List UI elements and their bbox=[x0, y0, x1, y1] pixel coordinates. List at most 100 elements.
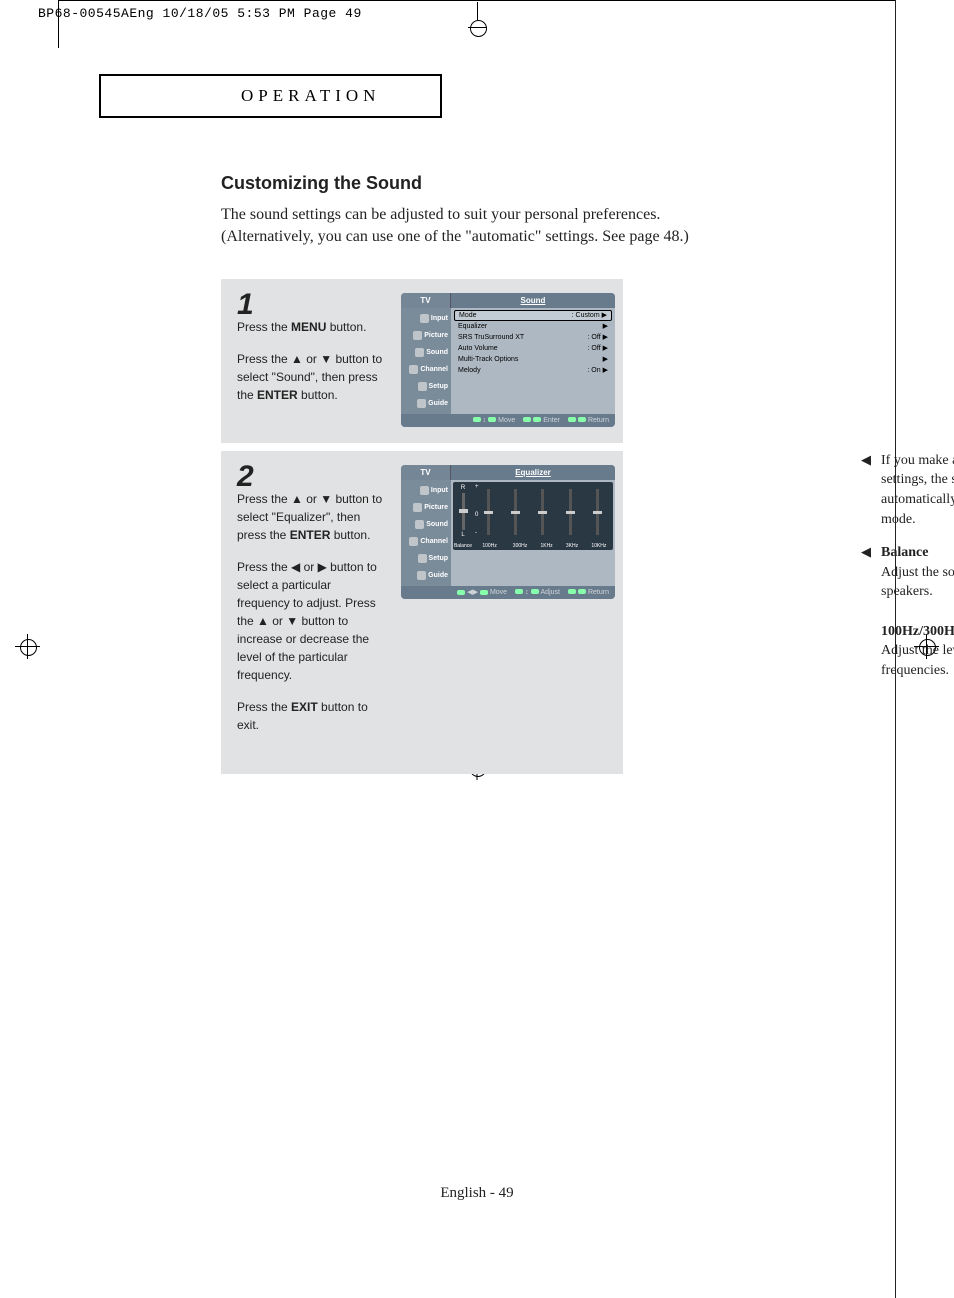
sound-icon bbox=[415, 520, 424, 529]
osd1-row-srs: SRS TruSurround XT: Off ▶ bbox=[454, 332, 612, 343]
registration-mark-top bbox=[477, 2, 478, 20]
side-notes: ◀ If you make any changes to the equaliz… bbox=[861, 451, 954, 695]
step1-p2-post: button. bbox=[298, 388, 338, 402]
intro-line-1: The sound settings can be adjusted to su… bbox=[221, 204, 889, 226]
osd1-tv: TV bbox=[401, 293, 451, 308]
osd2-eq-panel: R L + 0 - bbox=[451, 480, 615, 586]
eq-label-10khz: 10KHz bbox=[591, 543, 606, 549]
eq-balance-slider: R L bbox=[453, 482, 473, 550]
guide-icon bbox=[417, 571, 426, 580]
eq-slider-1khz bbox=[541, 489, 544, 535]
footer-move: ↕ Move bbox=[473, 417, 516, 424]
sidebar-picture: Picture bbox=[401, 499, 451, 516]
sidebar-sound: Sound bbox=[401, 344, 451, 361]
sidebar-channel: Channel bbox=[401, 533, 451, 550]
step2-p2: Press the ◀ or ▶ button to select a part… bbox=[237, 558, 387, 684]
eq-label-3khz: 3KHz bbox=[566, 543, 578, 549]
note2-body: Adjust the sound balance of the L/R spea… bbox=[881, 563, 954, 602]
eq-freq-sliders: + 0 - bbox=[473, 482, 613, 550]
osd1-row-melody: Melody: On ▶ bbox=[454, 365, 612, 376]
picture-icon bbox=[413, 331, 422, 340]
eq-slider-3khz bbox=[569, 489, 572, 535]
sidebar-input: Input bbox=[401, 310, 451, 327]
intro-line-2: (Alternatively, you can use one of the "… bbox=[221, 226, 889, 248]
note3-title: 100Hz/300Hz/1KHz/3KHz/10KHz bbox=[881, 622, 954, 642]
channel-icon bbox=[409, 365, 418, 374]
intro-text: The sound settings can be adjusted to su… bbox=[221, 204, 889, 249]
input-icon bbox=[420, 486, 429, 495]
step-2-text: Press the ▲ or ▼ button to select "Equal… bbox=[237, 490, 387, 734]
footer-adjust: ↕ Adjust bbox=[515, 589, 560, 596]
step1-p1-pre: Press the bbox=[237, 320, 291, 334]
section-tab: OPERATION bbox=[99, 74, 442, 118]
step-1-text: Press the MENU button. Press the ▲ or ▼ … bbox=[237, 318, 387, 404]
note3-body: Adjust the level of different bandwidth … bbox=[881, 641, 954, 680]
setup-icon bbox=[418, 554, 427, 563]
channel-icon bbox=[409, 537, 418, 546]
balance-r: R bbox=[461, 485, 465, 491]
osd1-sidebar: Input Picture Sound Channel Setup Guide bbox=[401, 308, 451, 414]
footer-enter: Enter bbox=[523, 417, 560, 424]
eq-label-300hz: 300Hz bbox=[513, 543, 527, 549]
page-footer: English - 49 bbox=[0, 1185, 954, 1202]
note2-title: Balance bbox=[881, 543, 954, 563]
osd1-row-mode: Mode: Custom ▶ bbox=[454, 310, 612, 321]
osd2-title: Equalizer bbox=[451, 465, 615, 480]
osd2-footer: ◀▶ Move ↕ Adjust Return bbox=[401, 586, 615, 599]
note1-post: mode. bbox=[881, 512, 916, 527]
triangle-icon: ◀ bbox=[861, 451, 871, 529]
step2-p1-bold: ENTER bbox=[290, 528, 331, 542]
input-icon bbox=[420, 314, 429, 323]
equalizer-graph: R L + 0 - bbox=[453, 482, 613, 550]
eq-freq-labels: Balance 100Hz 300Hz 1KHz 3KHz 10KHz bbox=[453, 543, 613, 549]
sidebar-picture: Picture bbox=[401, 327, 451, 344]
sidebar-sound: Sound bbox=[401, 516, 451, 533]
eq-label-balance: Balance bbox=[453, 543, 473, 549]
step1-p1-bold: MENU bbox=[291, 320, 326, 334]
sidebar-setup: Setup bbox=[401, 550, 451, 567]
triangle-icon: ◀ bbox=[861, 543, 871, 680]
picture-icon bbox=[413, 503, 422, 512]
sound-icon bbox=[415, 348, 424, 357]
osd1-row-equalizer: Equalizer▶ bbox=[454, 321, 612, 332]
osd1-title: Sound bbox=[451, 293, 615, 308]
osd1-row-autovol: Auto Volume: Off ▶ bbox=[454, 343, 612, 354]
crop-line-top bbox=[58, 0, 896, 1]
osd-equalizer: TV Equalizer Input Picture Sound Channel… bbox=[401, 465, 615, 599]
eq-scale-minus: - bbox=[475, 530, 477, 536]
step-2-number: 2 bbox=[237, 463, 387, 490]
guide-icon bbox=[417, 399, 426, 408]
crop-corner-left bbox=[58, 0, 59, 48]
sidebar-guide: Guide bbox=[401, 395, 451, 412]
footer-return: Return bbox=[568, 417, 609, 424]
step1-p2-bold: ENTER bbox=[257, 388, 298, 402]
step-1-number: 1 bbox=[237, 291, 387, 318]
osd1-row-multitrack: Multi-Track Options▶ bbox=[454, 354, 612, 365]
step2-p1-post: button. bbox=[330, 528, 370, 542]
page-title: Customizing the Sound bbox=[221, 173, 889, 194]
balance-track bbox=[462, 493, 465, 530]
sidebar-guide: Guide bbox=[401, 567, 451, 584]
note1-pre: If you make any changes to the equalizer… bbox=[881, 453, 954, 507]
eq-scale-plus: + bbox=[475, 484, 479, 490]
eq-label-1khz: 1KHz bbox=[540, 543, 552, 549]
sidebar-input: Input bbox=[401, 482, 451, 499]
sidebar-channel: Channel bbox=[401, 361, 451, 378]
osd1-rows: Mode: Custom ▶ Equalizer▶ SRS TruSurroun… bbox=[451, 308, 615, 414]
osd2-sidebar: Input Picture Sound Channel Setup Guide bbox=[401, 480, 451, 586]
step2-p3-bold: EXIT bbox=[291, 700, 318, 714]
arrow-right-icon: ▶ bbox=[602, 312, 607, 319]
osd2-tv: TV bbox=[401, 465, 451, 480]
eq-label-100hz: 100Hz bbox=[480, 543, 500, 549]
registration-mark-left bbox=[15, 634, 40, 659]
footer-move: ◀▶ Move bbox=[457, 588, 507, 596]
setup-icon bbox=[418, 382, 427, 391]
eq-slider-100hz bbox=[487, 489, 490, 535]
step-2-box: 2 Press the ▲ or ▼ button to select "Equ… bbox=[221, 451, 623, 774]
osd-sound-menu: TV Sound Input Picture Sound Channel Set… bbox=[401, 293, 615, 427]
osd1-footer: ↕ Move Enter Return bbox=[401, 414, 615, 427]
balance-l: L bbox=[461, 532, 464, 538]
section-label: OPERATION bbox=[241, 86, 380, 105]
eq-scale-zero: 0 bbox=[475, 512, 478, 518]
step-1-box: 1 Press the MENU button. Press the ▲ or … bbox=[221, 279, 623, 443]
